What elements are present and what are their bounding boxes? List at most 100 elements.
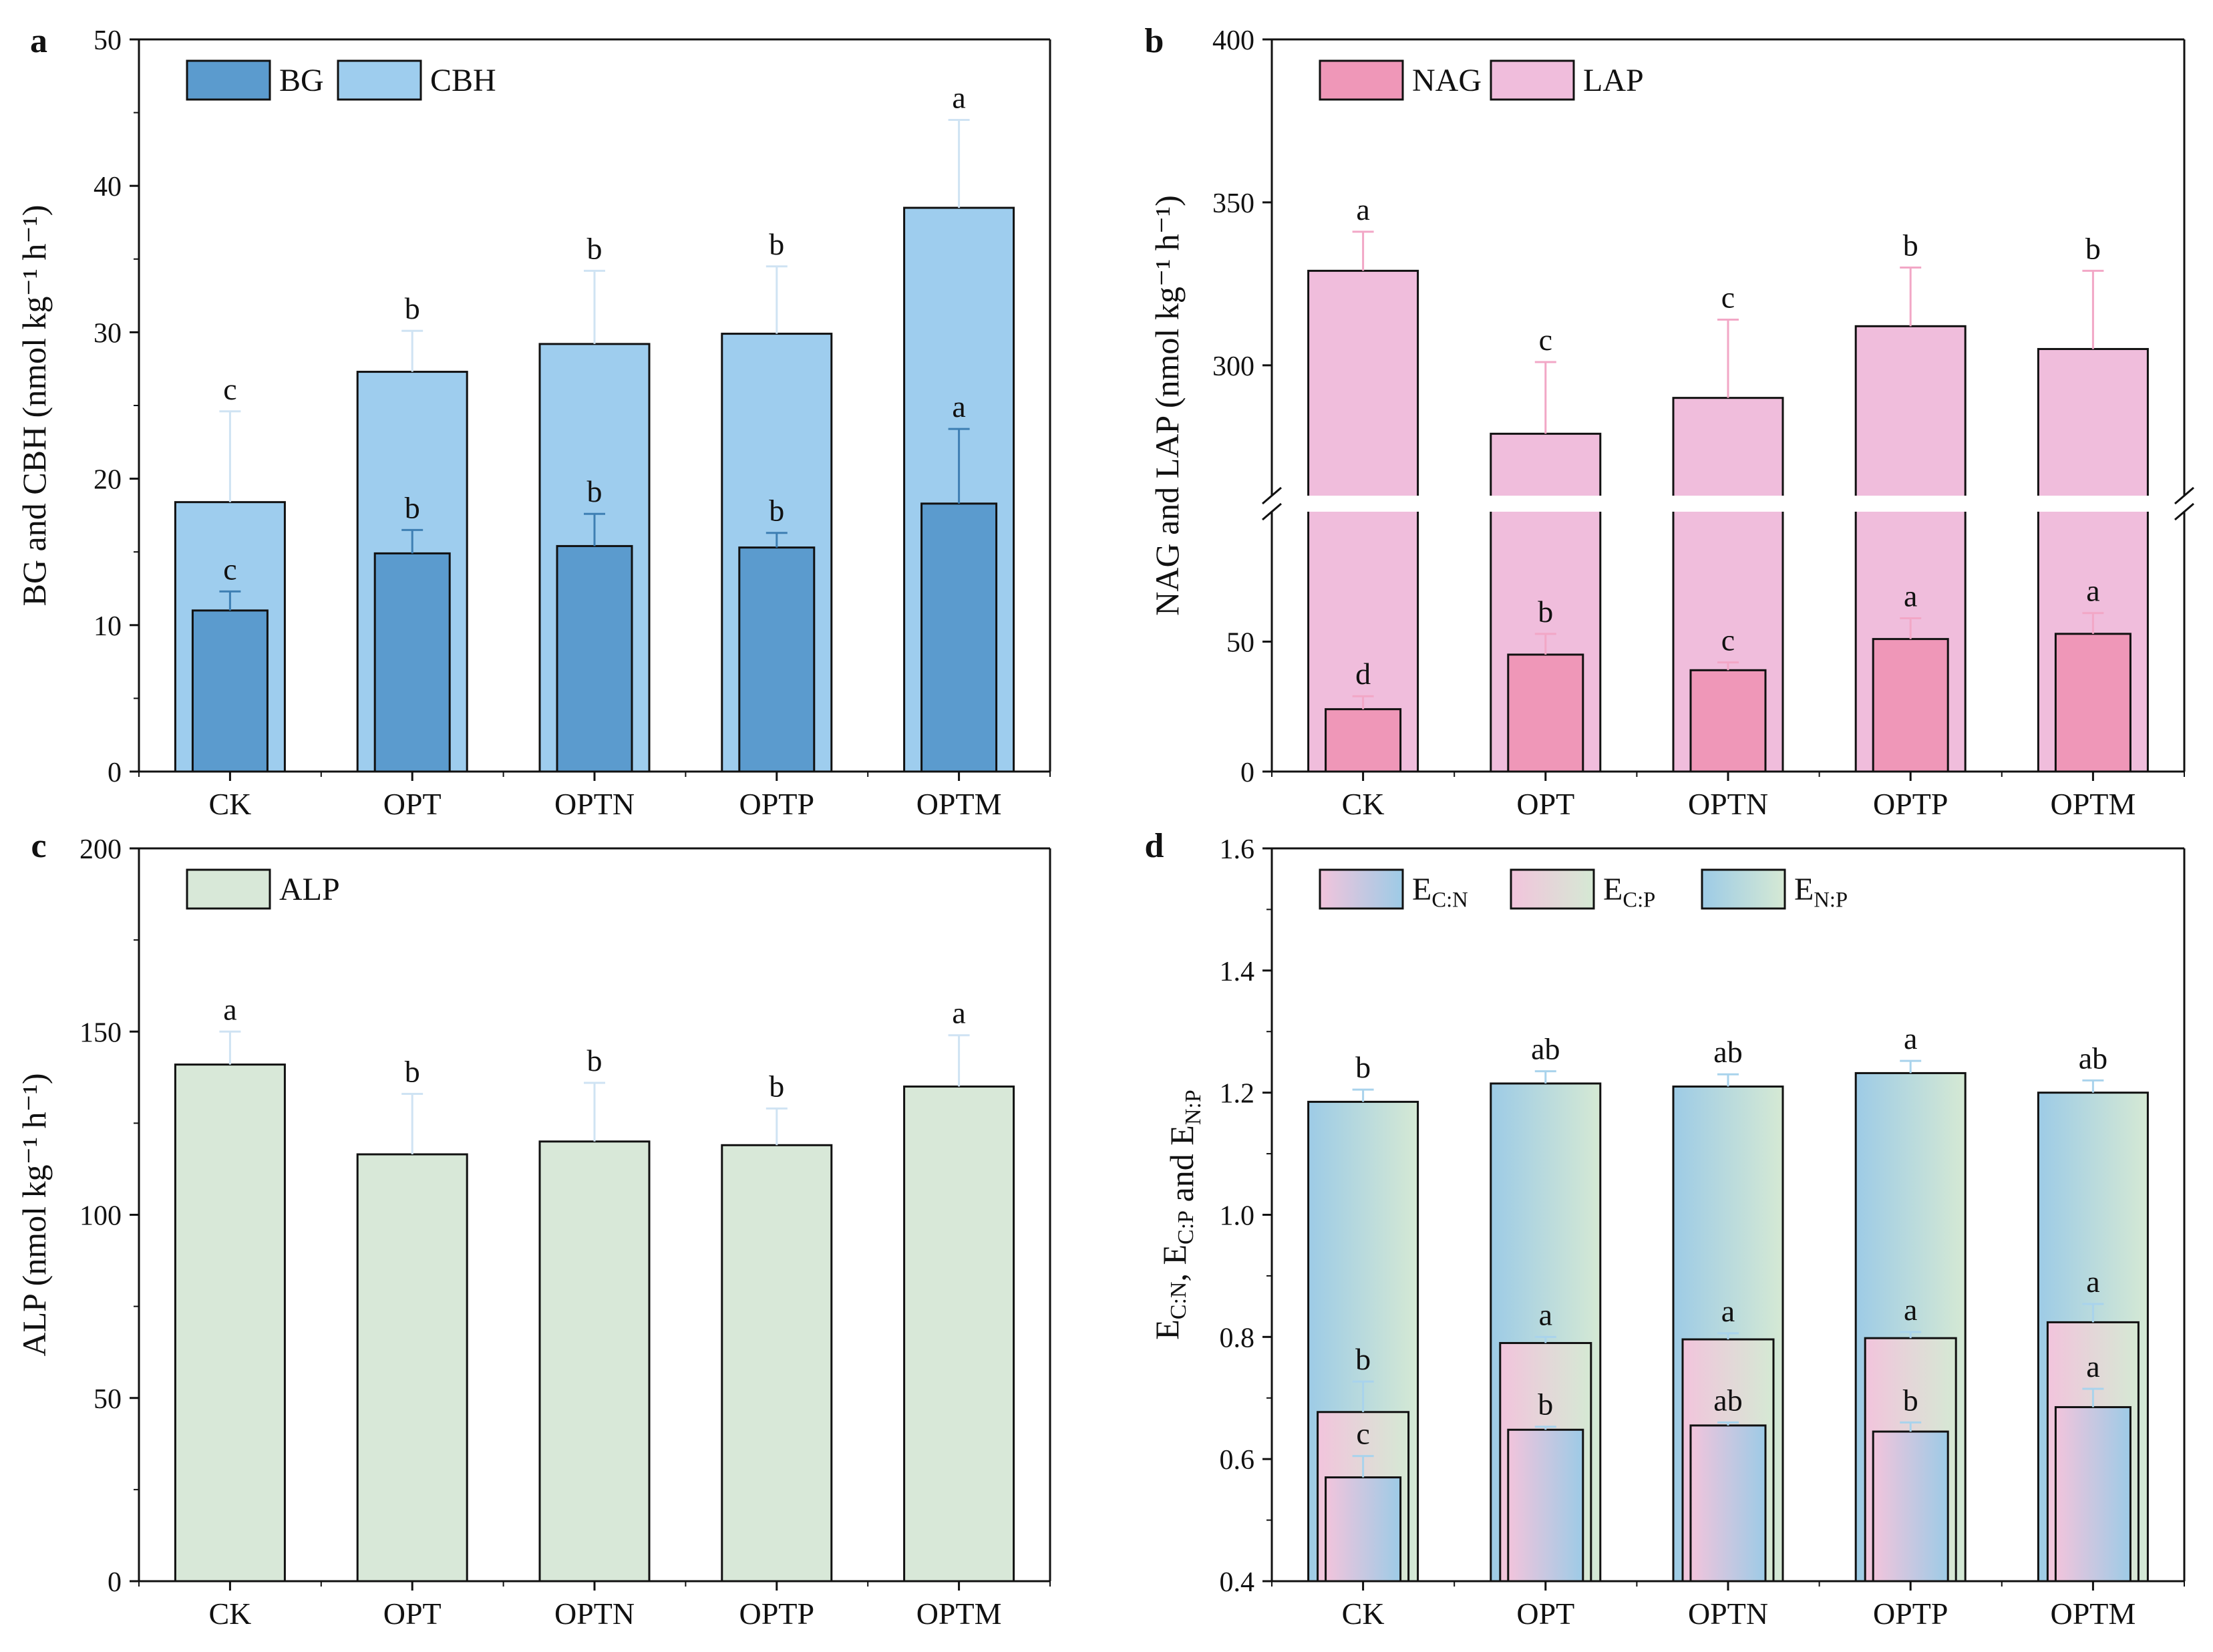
y-tick-label: 0 bbox=[1240, 758, 1254, 788]
bar-alp-optm bbox=[903, 1086, 1015, 1583]
significance-letter: b bbox=[2085, 231, 2101, 265]
bar-ecn-optm bbox=[2054, 1406, 2132, 1583]
y-tick-label: 50 bbox=[94, 25, 122, 56]
x-tick-label-ck: CK bbox=[1342, 1597, 1385, 1631]
legend: NAG LAP bbox=[1319, 59, 1644, 101]
y-tick-label: 300 bbox=[1212, 351, 1254, 382]
x-tick-label-ck: CK bbox=[208, 787, 251, 821]
y-tick-label: 1.2 bbox=[1220, 1079, 1255, 1110]
significance-letter: a bbox=[2086, 574, 2099, 608]
significance-letter: a bbox=[1356, 192, 1369, 226]
significance-letter: a bbox=[2086, 1349, 2099, 1383]
x-tick-label-optm: OPTM bbox=[2050, 787, 2136, 821]
significance-letter: b bbox=[405, 490, 420, 524]
x-tick-label-ck: CK bbox=[1342, 787, 1385, 821]
legend-swatch bbox=[1701, 868, 1786, 910]
y-axis-label: ALP (nmol kg⁻¹ h⁻¹) bbox=[15, 1073, 53, 1357]
y-tick-label: 1.0 bbox=[1220, 1201, 1255, 1232]
y-tick-label: 400 bbox=[1212, 25, 1254, 56]
legend: EC:N EC:P EN:P bbox=[1319, 868, 1848, 913]
bar-nag-optm bbox=[2054, 633, 2132, 773]
legend-label: CBH bbox=[430, 63, 496, 98]
significance-letter: a bbox=[1904, 1293, 1917, 1327]
bar-ecn-optp bbox=[1872, 1430, 1949, 1583]
legend-swatch bbox=[186, 868, 271, 910]
significance-letter: c bbox=[223, 372, 236, 406]
x-tick-label-optp: OPTP bbox=[739, 787, 814, 821]
significance-letter: b bbox=[587, 474, 603, 508]
significance-letter: b bbox=[587, 1043, 603, 1078]
x-tick-label-optm: OPTM bbox=[2050, 1597, 2136, 1631]
legend-swatch bbox=[186, 59, 271, 101]
significance-letter: b bbox=[769, 227, 784, 261]
legend: ALP bbox=[186, 868, 340, 910]
panel-letter: b bbox=[1145, 22, 1164, 60]
significance-letter: c bbox=[223, 552, 236, 586]
y-tick-label: 100 bbox=[79, 1201, 122, 1232]
significance-letter: b bbox=[1538, 1387, 1553, 1422]
significance-letter: b bbox=[1903, 228, 1918, 263]
significance-letter: ab bbox=[2079, 1041, 2107, 1075]
y-axis-label: NAG and LAP (nmol kg⁻¹ h⁻¹) bbox=[1148, 195, 1186, 615]
x-tick-label-optm: OPTM bbox=[916, 1597, 1002, 1631]
significance-letter: b bbox=[1355, 1050, 1371, 1084]
y-tick-label: 40 bbox=[94, 172, 122, 202]
bar-bg-optp bbox=[738, 546, 816, 773]
panel-a: c b b b a c b b b a 0 10 20 30 40 50 CK OPT OPTN OPTP OPTM a B… bbox=[15, 22, 1051, 821]
legend-swatch bbox=[1510, 868, 1595, 910]
legend-swatch bbox=[1319, 868, 1404, 910]
y-tick-label: 1.6 bbox=[1220, 834, 1255, 865]
significance-letter: c bbox=[1721, 281, 1735, 315]
y-axis-label: BG and CBH (nmol kg⁻¹ h⁻¹) bbox=[15, 205, 53, 607]
bar-ecn-optn bbox=[1689, 1424, 1767, 1583]
x-tick-label-opt: OPT bbox=[383, 787, 442, 821]
significance-letter: a bbox=[1904, 1021, 1917, 1055]
bar-alp-optn bbox=[538, 1140, 651, 1583]
bar-alp-opt bbox=[356, 1153, 468, 1583]
legend-swatch bbox=[1319, 59, 1404, 101]
significance-letter: b bbox=[1355, 1342, 1371, 1376]
bar-lap-ck bbox=[1307, 269, 1419, 773]
significance-letter: a bbox=[2086, 1265, 2099, 1299]
y-tick-label: 10 bbox=[94, 611, 122, 642]
significance-letter: ab bbox=[1713, 1383, 1742, 1417]
panel-letter: c bbox=[31, 827, 46, 865]
y-tick-label: 50 bbox=[94, 1384, 122, 1415]
significance-letter: b bbox=[1903, 1383, 1918, 1417]
y-tick-label: 200 bbox=[79, 834, 122, 865]
y-axis-label: EC:N, EC:P and EN:P bbox=[1148, 1090, 1206, 1340]
x-tick-label-opt: OPT bbox=[1516, 1597, 1574, 1631]
panel-c: a b b b a 0 50 100 150 200 CK OPT OPTN OPTP OPTM c ALP (… bbox=[15, 827, 1051, 1631]
legend-swatch bbox=[1490, 59, 1575, 101]
y-tick-label: 0 bbox=[108, 758, 122, 788]
bar-nag-opt bbox=[1507, 653, 1584, 773]
bar-nag-optn bbox=[1689, 669, 1767, 773]
legend-label: EC:P bbox=[1603, 872, 1655, 913]
legend-label: LAP bbox=[1583, 63, 1644, 98]
legend-label: NAG bbox=[1412, 63, 1482, 98]
panel-letter: a bbox=[30, 22, 47, 60]
significance-letter: b bbox=[1538, 595, 1553, 629]
significance-letter: b bbox=[405, 291, 420, 325]
significance-letter: d bbox=[1355, 657, 1371, 691]
legend-label: BG bbox=[279, 63, 324, 98]
bar-bg-optm bbox=[920, 502, 998, 773]
y-tick-label: 0 bbox=[108, 1567, 122, 1598]
x-tick-label-optn: OPTN bbox=[1688, 787, 1768, 821]
y-tick-label: 350 bbox=[1212, 188, 1254, 219]
bar-ecn-opt bbox=[1507, 1428, 1584, 1583]
y-tick-label: 0.6 bbox=[1220, 1445, 1255, 1476]
axis-break-gap bbox=[1252, 496, 2204, 512]
significance-letter: b bbox=[769, 494, 784, 528]
legend-label: EC:N bbox=[1412, 872, 1468, 913]
x-tick-label-optp: OPTP bbox=[739, 1597, 814, 1631]
y-tick-label: 30 bbox=[94, 318, 122, 349]
significance-letter: a bbox=[1539, 1297, 1552, 1331]
panel-letter: d bbox=[1145, 827, 1164, 865]
significance-letter: b bbox=[769, 1069, 784, 1103]
significance-letter: a bbox=[952, 81, 965, 115]
bar-bg-optn bbox=[556, 544, 633, 773]
significance-letter: c bbox=[1539, 323, 1552, 357]
x-tick-label-opt: OPT bbox=[1516, 787, 1574, 821]
